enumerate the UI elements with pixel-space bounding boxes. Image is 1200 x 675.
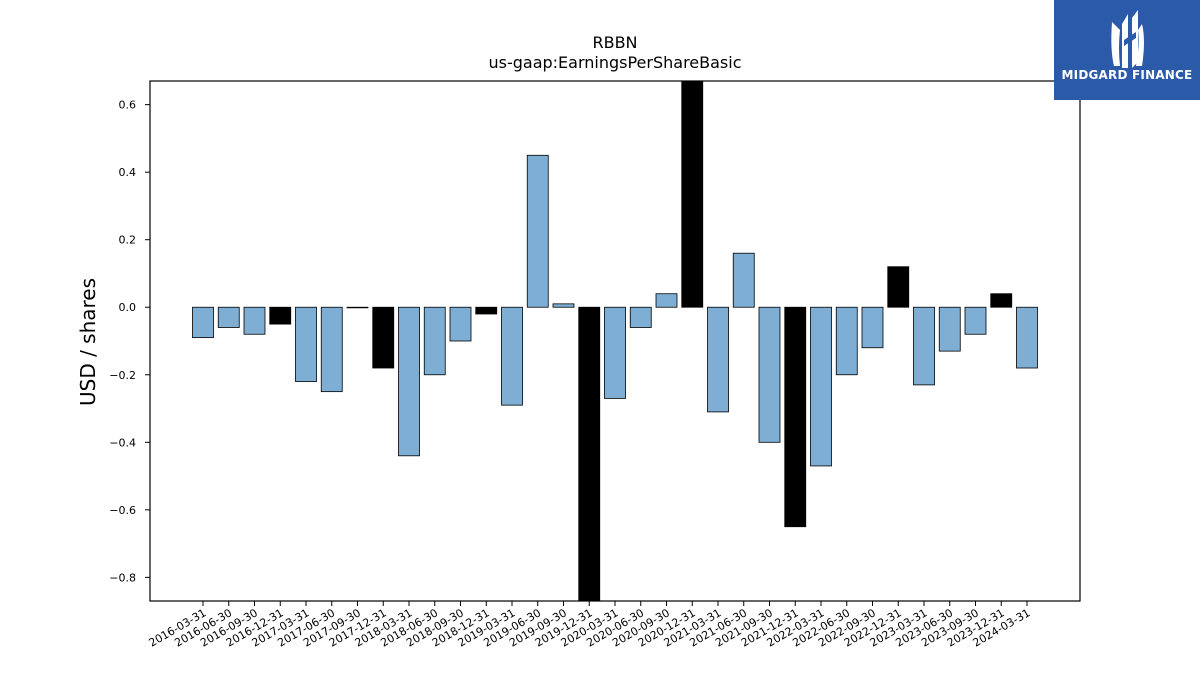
bar-2020-06-30	[629, 306, 652, 328]
bar-2018-12-31	[475, 306, 498, 315]
bar-2016-12-31	[269, 306, 292, 325]
bar-2020-03-31	[604, 306, 626, 399]
bar-2021-12-31	[784, 306, 807, 528]
bar-2020-09-30	[655, 293, 678, 308]
bar-2024-03-31	[1016, 306, 1038, 369]
plot-frame	[149, 80, 1081, 602]
y-tick-label: 0.2	[119, 234, 137, 247]
bar-2017-03-31	[295, 306, 317, 382]
x-ticks-group: 2016-03-312016-06-302016-09-302016-12-31…	[147, 601, 1033, 650]
y-tick-label: 0.4	[119, 166, 137, 179]
bar-2022-09-30	[861, 306, 884, 349]
bar-2021-06-30	[732, 252, 755, 308]
bar-2017-09-30	[346, 306, 369, 309]
bar-2022-12-31	[887, 266, 910, 308]
bar-2021-09-30	[758, 306, 781, 443]
bar-2020-12-31	[681, 80, 704, 308]
bar-2019-06-30	[526, 154, 549, 308]
y-tick-label: 0.6	[119, 99, 137, 112]
bars-group	[192, 80, 1038, 602]
y-axis-label: USD / shares	[76, 278, 100, 406]
bar-2018-06-30	[423, 306, 446, 376]
y-tick-label: −0.2	[109, 369, 136, 382]
logo-text: MIDGARD FINANCE	[1061, 68, 1193, 82]
chart-title: RBBN	[592, 33, 637, 52]
midgard-logo-icon	[1111, 10, 1144, 68]
y-tick-label: −0.8	[109, 571, 136, 584]
bar-2023-12-31	[990, 293, 1013, 308]
bar-2018-03-31	[398, 306, 420, 457]
bar-2016-03-31	[192, 306, 214, 339]
bar-2016-06-30	[217, 306, 240, 328]
bar-2019-12-31	[578, 306, 601, 602]
bar-2019-09-30	[552, 303, 575, 308]
chart-subtitle: us-gaap:EarningsPerShareBasic	[488, 53, 741, 72]
y-tick-label: −0.4	[109, 436, 136, 449]
bar-2017-06-30	[320, 306, 343, 393]
bar-2023-09-30	[964, 306, 987, 335]
bar-2022-03-31	[810, 306, 832, 467]
bar-2017-12-31	[372, 306, 395, 369]
bar-2023-06-30	[938, 306, 961, 352]
bar-2019-03-31	[501, 306, 523, 406]
bar-2023-03-31	[913, 306, 935, 386]
y-tick-label: −0.6	[109, 504, 136, 517]
bar-2016-09-30	[243, 306, 266, 335]
bar-2021-03-31	[707, 306, 729, 413]
bar-2022-06-30	[835, 306, 858, 376]
y-ticks-group: 0.6 0.4 0.2 0.0 −0.2 −0.4 −0.6 −0.8	[109, 99, 150, 584]
midgard-finance-logo: MIDGARD FINANCE	[1054, 0, 1200, 100]
y-tick-label: 0.0	[119, 301, 137, 314]
bar-2018-09-30	[449, 306, 472, 342]
